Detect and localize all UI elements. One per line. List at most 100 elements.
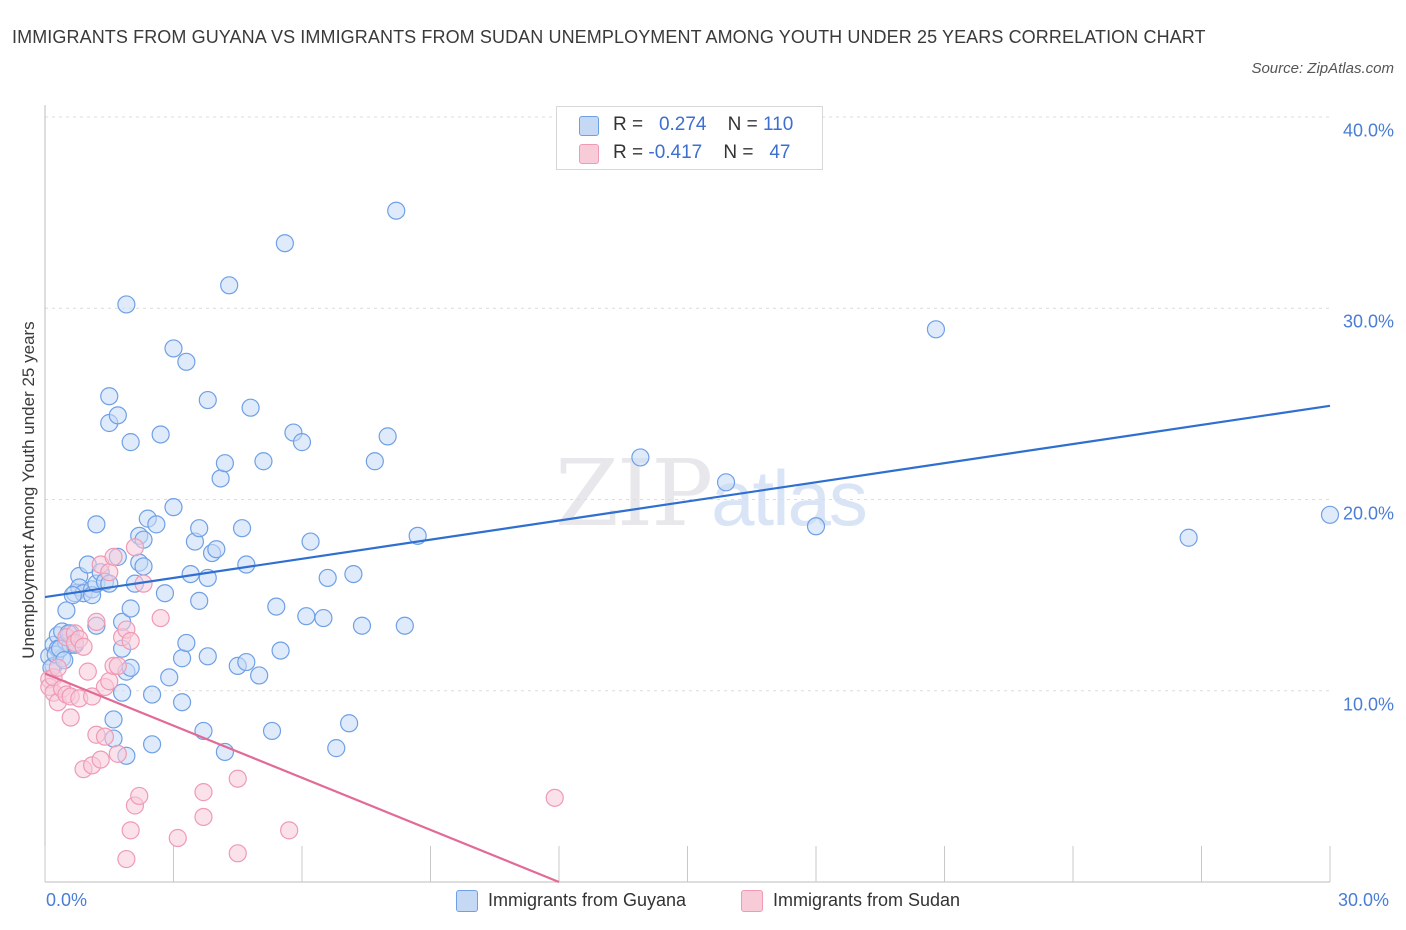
point-guyana: [378, 427, 397, 446]
point-guyana: [271, 641, 290, 660]
point-guyana: [121, 599, 140, 618]
point-guyana: [134, 557, 153, 576]
point-sudan: [78, 662, 97, 681]
point-sudan: [95, 727, 115, 746]
chart-title: IMMIGRANTS FROM GUYANA VS IMMIGRANTS FRO…: [12, 27, 1206, 47]
point-guyana: [121, 433, 140, 452]
point-guyana: [275, 234, 294, 253]
point-guyana: [160, 668, 179, 687]
point-guyana: [292, 433, 312, 452]
point-guyana: [267, 597, 286, 616]
point-guyana: [327, 739, 346, 758]
point-guyana: [177, 352, 196, 371]
point-sudan: [228, 769, 247, 788]
point-guyana: [104, 710, 123, 729]
point-guyana: [164, 339, 183, 358]
y-tick-label: 40.0%: [1342, 120, 1394, 141]
point-guyana: [211, 469, 230, 488]
point-sudan: [74, 637, 93, 656]
point-guyana: [112, 683, 132, 702]
point-guyana: [190, 591, 209, 610]
point-guyana: [63, 586, 82, 605]
bottom-legend-swatch-guyana: [456, 890, 478, 912]
point-guyana: [1320, 505, 1340, 524]
legend-swatch-sudan: [579, 144, 599, 164]
point-guyana: [926, 320, 946, 339]
point-guyana: [215, 454, 234, 473]
point-sudan: [121, 631, 140, 651]
trendline-guyana: [44, 404, 1331, 599]
point-sudan: [125, 538, 145, 557]
point-guyana: [117, 295, 136, 314]
point-sudan: [117, 849, 136, 869]
x-tick-max: 30.0%: [1338, 890, 1390, 910]
point-guyana: [237, 555, 256, 574]
point-sudan: [228, 844, 247, 863]
point-guyana: [387, 201, 406, 220]
point-guyana: [806, 517, 826, 536]
bottom-legend-label-sudan: Immigrants from Sudan: [773, 890, 961, 910]
point-guyana: [151, 425, 170, 444]
trend-layer: [44, 404, 1331, 884]
point-sudan: [48, 658, 67, 677]
legend-swatch-guyana: [579, 116, 599, 136]
point-guyana: [344, 564, 363, 584]
point-sudan: [100, 563, 119, 582]
chart-source: Source: ZipAtlas.com: [1251, 60, 1394, 77]
point-sudan: [108, 656, 127, 675]
point-guyana: [172, 649, 192, 668]
point-guyana: [190, 519, 209, 538]
grid-layer: [45, 116, 1330, 692]
point-guyana: [147, 515, 166, 534]
axis-layer: [44, 105, 1331, 883]
point-guyana: [301, 532, 320, 551]
point-guyana: [100, 387, 119, 406]
point-guyana: [108, 406, 127, 425]
point-guyana: [314, 608, 333, 628]
point-guyana: [254, 452, 273, 471]
point-sudan: [108, 744, 127, 763]
point-sudan: [104, 547, 123, 566]
point-sudan: [194, 807, 213, 827]
point-guyana: [631, 448, 650, 467]
legend-n-sudan: 47: [769, 142, 791, 163]
point-guyana: [142, 735, 162, 754]
point-sudan: [280, 821, 299, 840]
point-guyana: [340, 714, 359, 733]
point-sudan: [545, 788, 564, 807]
y-tick-label: 10.0%: [1342, 694, 1394, 715]
point-guyana: [395, 616, 414, 635]
point-sudan: [61, 708, 80, 727]
y-tick-label: 20.0%: [1342, 503, 1394, 523]
point-guyana: [365, 452, 384, 471]
point-guyana: [1179, 528, 1198, 547]
point-guyana: [164, 498, 183, 517]
point-guyana: [241, 398, 260, 417]
legend-n-guyana: 110: [762, 114, 794, 135]
point-guyana: [352, 616, 372, 635]
point-guyana: [57, 601, 76, 620]
point-guyana: [250, 666, 269, 685]
point-guyana: [297, 607, 316, 626]
point-sudan: [194, 783, 213, 802]
point-guyana: [198, 390, 217, 410]
point-sudan: [151, 608, 170, 628]
bottom-legend-label-guyana: Immigrants from Guyana: [488, 890, 687, 910]
stats-legend: R = 0.274 N = 110 R = -0.417 N = 47: [556, 106, 823, 170]
point-guyana: [220, 276, 239, 295]
point-guyana: [172, 693, 192, 712]
bottom-legend-swatch-sudan: [741, 890, 763, 912]
point-sudan: [91, 750, 110, 769]
point-guyana: [177, 633, 196, 653]
point-sudan: [168, 828, 187, 848]
point-guyana: [142, 685, 162, 704]
points-layer: [40, 201, 1340, 869]
legend-r-sudan: -0.417: [648, 142, 703, 163]
point-guyana: [232, 519, 252, 538]
point-guyana: [237, 652, 256, 672]
point-sudan: [87, 612, 106, 632]
point-guyana: [207, 540, 226, 559]
point-guyana: [262, 721, 282, 741]
x-tick-min: 0.0%: [46, 890, 88, 910]
